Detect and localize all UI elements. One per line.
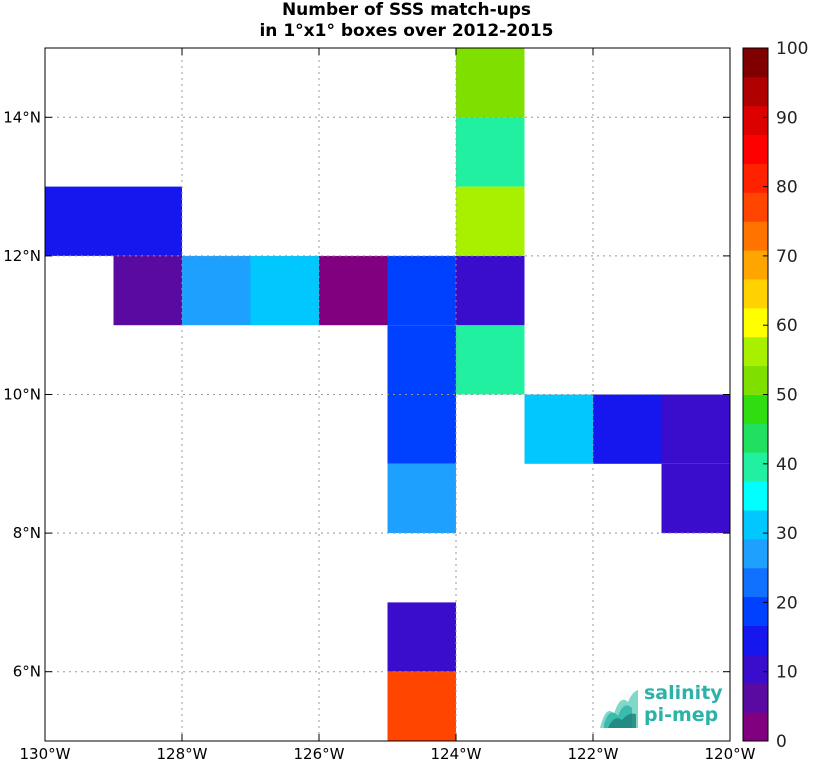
- colorbar-segment: [743, 48, 768, 78]
- heatmap-cell: [387, 255, 456, 326]
- chart-subtitle: in 1°x1° boxes over 2012-2015: [259, 21, 554, 41]
- colorbar-segment: [743, 596, 768, 626]
- colorbar-segment: [743, 538, 768, 569]
- colorbar-tick-label: 100: [776, 39, 808, 59]
- colorbar-segment: [743, 221, 768, 251]
- x-tick-label: 122°W: [568, 745, 619, 763]
- logo-waves-icon: [600, 690, 638, 728]
- y-tick-label: 8°N: [13, 524, 41, 542]
- y-tick-label: 10°N: [3, 386, 41, 404]
- heatmap-cell: [250, 255, 319, 326]
- heatmap-cell: [319, 255, 388, 326]
- colorbar-segment: [743, 452, 768, 482]
- colorbar-segment: [743, 567, 768, 598]
- chart-title: Number of SSS match-ups: [281, 0, 532, 20]
- heatmap-cell: [182, 255, 251, 326]
- x-tick-label: 126°W: [294, 745, 345, 763]
- heatmap-cell: [387, 671, 456, 741]
- heatmap-cell: [113, 255, 182, 326]
- colorbar-segment: [743, 510, 768, 540]
- colorbar-tick-label: 30: [776, 524, 798, 544]
- colorbar-segment: [743, 250, 768, 280]
- heatmap-cell: [113, 186, 182, 256]
- colorbar-segment: [743, 712, 768, 742]
- colorbar-segment: [743, 625, 768, 655]
- logo-text-salinity: salinity: [644, 682, 723, 704]
- heatmap-cell: [593, 394, 662, 464]
- colorbar-tick-label: 0: [776, 732, 787, 752]
- heatmap-cell: [456, 117, 525, 187]
- colorbar-segment: [743, 481, 768, 511]
- x-tick-label: 124°W: [431, 745, 482, 763]
- colorbar-segment: [743, 654, 768, 684]
- heatmap-cell: [456, 186, 525, 256]
- heatmap-cell: [456, 48, 525, 118]
- heatmap-cell: [661, 394, 730, 464]
- heatmap-cell: [456, 255, 525, 326]
- colorbar-tick-label: 90: [776, 108, 798, 128]
- x-tick-label: 120°W: [705, 745, 756, 763]
- heatmap-cell: [524, 394, 593, 464]
- colorbar-tick-label: 10: [776, 663, 798, 683]
- colorbar-segment: [743, 394, 768, 424]
- heatmap-cell: [387, 325, 456, 395]
- heatmap-cell: [661, 463, 730, 534]
- colorbar-tick-label: 60: [776, 316, 798, 336]
- y-tick-label: 12°N: [3, 247, 41, 265]
- colorbar-segment: [743, 336, 768, 367]
- colorbar-segment: [743, 279, 768, 309]
- heatmap-cell: [387, 602, 456, 672]
- x-tick-label: 130°W: [20, 745, 71, 763]
- colorbar-tick-label: 40: [776, 455, 798, 475]
- colorbar-tick-label: 50: [776, 386, 798, 406]
- y-tick-label: 14°N: [3, 108, 41, 126]
- heatmap-cell: [45, 186, 114, 256]
- colorbar-segment: [743, 105, 768, 136]
- colorbar-segment: [743, 163, 768, 193]
- colorbar-segment: [743, 683, 768, 713]
- heatmap-cell: [387, 394, 456, 464]
- colorbar-segment: [743, 76, 768, 107]
- colorbar-segment: [743, 307, 768, 338]
- heatmap-cell: [456, 325, 525, 395]
- logo-text-pi-mep: pi-mep: [644, 704, 719, 726]
- colorbar-segment: [743, 423, 768, 453]
- heatmap-cell: [387, 463, 456, 534]
- colorbar-segment: [743, 365, 768, 395]
- colorbar-segment: [743, 134, 768, 164]
- x-tick-label: 128°W: [157, 745, 208, 763]
- y-tick-label: 6°N: [13, 663, 41, 681]
- colorbar-tick-label: 20: [776, 593, 798, 613]
- colorbar-tick-label: 80: [776, 178, 798, 198]
- colorbar-tick-label: 70: [776, 247, 798, 267]
- colorbar-segment: [743, 192, 768, 222]
- salinity-pi-mep-logo: salinity pi-mep: [596, 682, 726, 732]
